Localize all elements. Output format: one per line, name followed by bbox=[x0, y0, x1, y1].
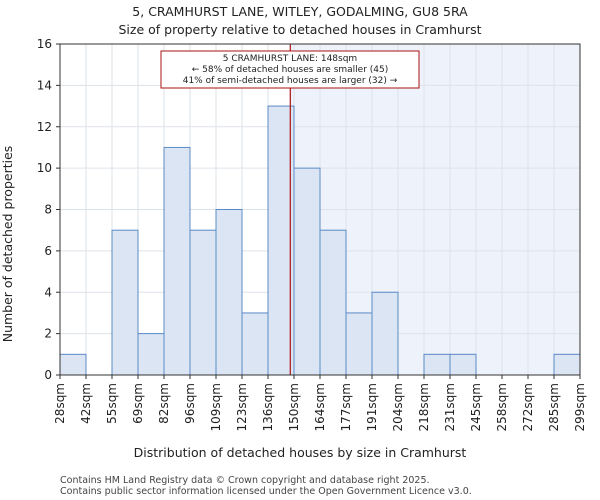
bar-82sqm bbox=[163, 146, 191, 376]
chart-subtitle: Size of property relative to detached ho… bbox=[118, 22, 481, 37]
x-tick-label: 272sqm bbox=[521, 383, 535, 431]
y-axis-ticks: 0 2 4 6 8 10 12 14 16 bbox=[37, 37, 60, 382]
x-tick-label: 218sqm bbox=[417, 383, 431, 431]
bar-96sqm bbox=[189, 229, 217, 376]
x-tick-label: 96sqm bbox=[183, 383, 197, 424]
y-tick-label: 0 bbox=[44, 368, 52, 382]
y-tick-label: 4 bbox=[44, 285, 52, 299]
y-tick-label: 8 bbox=[44, 203, 52, 217]
bar-285sqm bbox=[553, 353, 581, 376]
bar-123sqm bbox=[241, 312, 269, 376]
bar-28sqm bbox=[59, 353, 87, 376]
x-tick-label: 258sqm bbox=[495, 383, 509, 431]
x-tick-label: 204sqm bbox=[391, 383, 405, 431]
x-axis-label: Distribution of detached houses by size … bbox=[134, 445, 467, 460]
bar-231sqm bbox=[449, 353, 477, 376]
bar-55sqm bbox=[111, 229, 139, 376]
x-tick-label: 150sqm bbox=[287, 383, 301, 431]
y-tick-label: 16 bbox=[37, 37, 52, 51]
x-axis-ticks: 28sqm 42sqm 55sqm 69sqm 82sqm 96sqm 109sqm 123s… bbox=[53, 375, 587, 431]
x-tick-label: 245sqm bbox=[469, 383, 483, 431]
y-tick-label: 6 bbox=[44, 244, 52, 258]
x-tick-label: 299sqm bbox=[573, 383, 587, 431]
x-tick-label: 69sqm bbox=[131, 383, 145, 424]
x-tick-label: 177sqm bbox=[339, 383, 353, 431]
x-tick-label: 136sqm bbox=[261, 383, 275, 431]
bar-136sqm bbox=[267, 105, 295, 376]
bar-150sqm bbox=[293, 167, 321, 376]
x-tick-label: 123sqm bbox=[235, 383, 249, 431]
bar-191sqm bbox=[371, 291, 399, 376]
annotation-line-1: 5 CRAMHURST LANE: 148sqm bbox=[223, 54, 357, 64]
bar-69sqm bbox=[137, 333, 165, 376]
annotation-line-3: 41% of semi-detached houses are larger (… bbox=[183, 76, 398, 86]
annotation-box: 5 CRAMHURST LANE: 148sqm ← 58% of detach… bbox=[160, 50, 420, 89]
x-tick-label: 55sqm bbox=[105, 383, 119, 424]
footer-line-1: Contains HM Land Registry data © Crown c… bbox=[60, 475, 430, 486]
chart-title: 5, CRAMHURST LANE, WITLEY, GODALMING, GU… bbox=[132, 4, 468, 19]
y-axis-label: Number of detached properties bbox=[0, 146, 15, 343]
bar-218sqm bbox=[423, 353, 451, 376]
x-tick-label: 28sqm bbox=[53, 383, 67, 424]
footer-line-2: Contains public sector information licen… bbox=[60, 486, 472, 497]
x-tick-label: 109sqm bbox=[209, 383, 223, 431]
y-tick-label: 14 bbox=[37, 78, 52, 92]
y-tick-label: 10 bbox=[37, 161, 52, 175]
bar-109sqm bbox=[215, 209, 243, 376]
x-tick-label: 191sqm bbox=[365, 383, 379, 431]
annotation-line-2: ← 58% of detached houses are smaller (45… bbox=[192, 65, 389, 75]
y-tick-label: 12 bbox=[37, 120, 52, 134]
x-tick-label: 285sqm bbox=[547, 383, 561, 431]
bars bbox=[59, 105, 581, 376]
x-tick-label: 42sqm bbox=[79, 383, 93, 424]
bar-177sqm bbox=[345, 312, 373, 376]
y-tick-label: 2 bbox=[44, 327, 52, 341]
bar-164sqm bbox=[319, 229, 347, 376]
x-tick-label: 231sqm bbox=[443, 383, 457, 431]
x-tick-label: 164sqm bbox=[313, 383, 327, 431]
x-tick-label: 82sqm bbox=[157, 383, 171, 424]
